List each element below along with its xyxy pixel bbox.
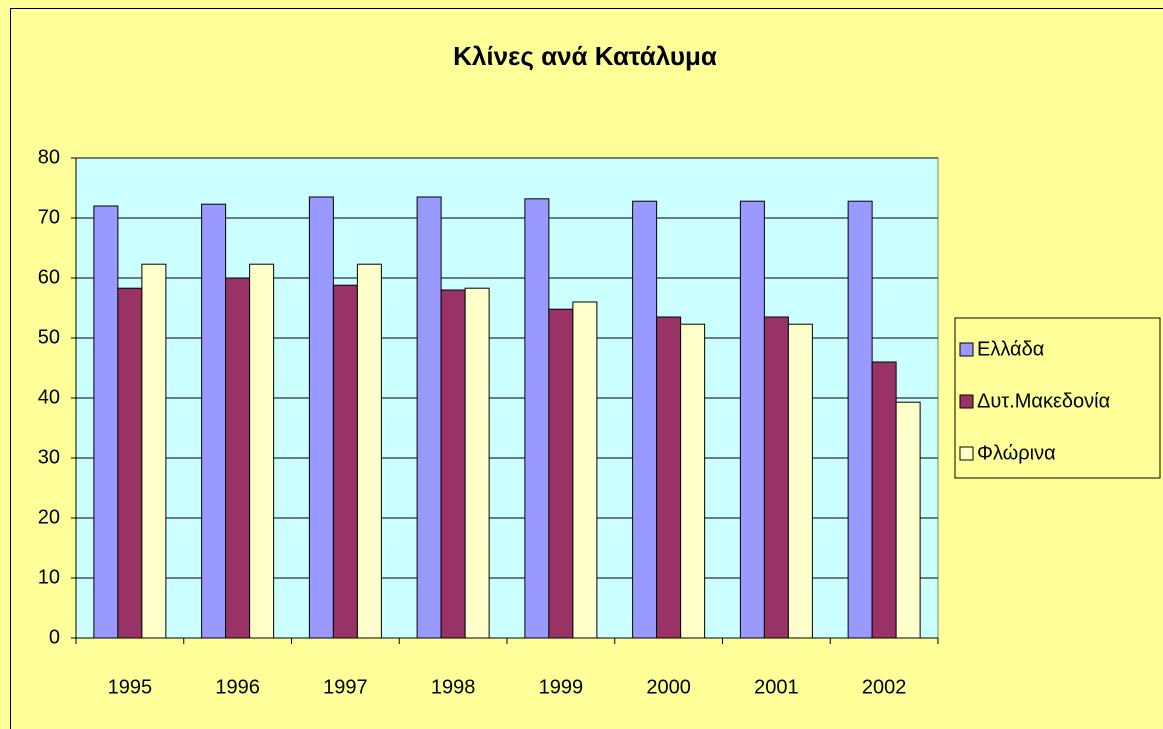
x-tick-label: 2000 — [646, 676, 691, 698]
y-tick-label: 10 — [38, 566, 60, 588]
chart-title: Κλίνες ανά Κατάλυμα — [453, 41, 717, 71]
bar — [656, 316, 682, 639]
y-tick-label: 80 — [38, 146, 60, 168]
y-tick-label: 40 — [38, 386, 60, 408]
bar — [847, 200, 873, 639]
bar — [416, 196, 442, 639]
bar — [680, 323, 706, 639]
bar — [141, 263, 167, 639]
bar — [524, 198, 550, 639]
x-tick-label: 2001 — [754, 676, 799, 698]
x-tick-label: 2002 — [862, 676, 907, 698]
x-tick-label: 1996 — [215, 676, 260, 698]
bar — [249, 263, 275, 639]
bar — [464, 287, 490, 639]
bar — [308, 196, 334, 639]
legend-label: Ελλάδα — [977, 338, 1044, 360]
bar — [548, 308, 574, 639]
bar — [117, 287, 143, 639]
y-tick-label: 30 — [38, 446, 60, 468]
bar — [93, 205, 119, 639]
legend-label: Δυτ.Μακεδονία — [977, 390, 1110, 412]
bar — [739, 200, 765, 639]
bar — [440, 289, 466, 639]
bar — [201, 203, 227, 639]
y-tick-label: 0 — [49, 626, 60, 648]
bar — [332, 284, 358, 639]
x-tick-label: 1997 — [323, 676, 368, 698]
x-tick-label: 1999 — [539, 676, 584, 698]
y-tick-label: 70 — [38, 206, 60, 228]
legend-swatch — [959, 394, 974, 409]
bar — [356, 263, 382, 639]
bar — [225, 277, 251, 639]
bar — [763, 316, 789, 639]
bar — [787, 323, 813, 639]
bar — [632, 200, 658, 639]
bar — [895, 401, 921, 639]
legend-box — [954, 317, 1161, 479]
y-tick-label: 20 — [38, 506, 60, 528]
chart-border — [10, 8, 1163, 729]
legend-swatch — [959, 342, 974, 357]
legend-label: Φλώρινα — [977, 442, 1056, 464]
x-tick-label: 1995 — [108, 676, 153, 698]
legend-swatch — [959, 446, 974, 461]
bar — [572, 301, 598, 639]
y-tick-label: 60 — [38, 266, 60, 288]
y-tick-label: 50 — [38, 326, 60, 348]
bar — [871, 361, 897, 639]
x-tick-label: 1998 — [431, 676, 476, 698]
